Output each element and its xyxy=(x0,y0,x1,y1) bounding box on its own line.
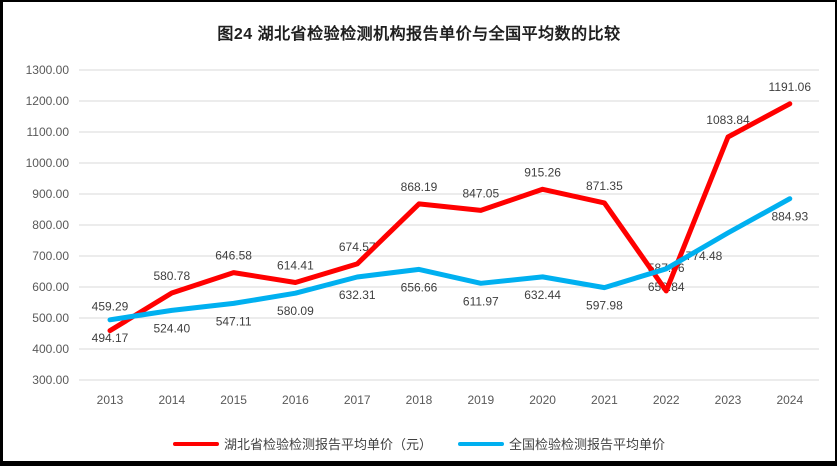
y-axis-tick-label: 1300.00 xyxy=(26,63,70,77)
series-line-hubei xyxy=(107,101,793,334)
data-label-national: 597.98 xyxy=(586,299,623,313)
chart-legend: 湖北省检验检测报告平均单价（元） 全国检验检测报告平均单价 xyxy=(3,434,835,453)
legend-line-swatch-national xyxy=(458,441,504,446)
series-line-national xyxy=(107,196,793,323)
x-axis-tick-label: 2020 xyxy=(529,393,556,407)
data-label-hubei: 868.19 xyxy=(401,180,438,194)
x-axis-tick-label: 2017 xyxy=(344,393,371,407)
x-axis-tick-label: 2021 xyxy=(591,393,618,407)
data-label-national: 632.31 xyxy=(339,288,376,302)
y-axis-tick-label: 500.00 xyxy=(32,311,69,325)
data-label-national: 494.17 xyxy=(92,331,129,345)
data-label-hubei: 1191.06 xyxy=(769,80,812,94)
x-axis-tick-label: 2016 xyxy=(282,393,309,407)
legend-label-hubei: 湖北省检验检测报告平均单价（元） xyxy=(223,437,432,452)
data-label-hubei: 871.35 xyxy=(586,179,623,193)
y-axis-tick-label: 800.00 xyxy=(32,218,69,232)
x-axis-tick-label: 2014 xyxy=(158,393,185,407)
data-label-hubei: 915.26 xyxy=(524,165,561,179)
x-axis-tick-label: 2013 xyxy=(97,393,124,407)
data-label-hubei: 646.58 xyxy=(215,249,252,263)
data-label-hubei: 459.29 xyxy=(92,300,129,314)
y-axis-tick-label: 1200.00 xyxy=(26,94,70,108)
y-axis-tick-label: 600.00 xyxy=(32,280,69,294)
data-label-hubei: 1083.84 xyxy=(706,113,750,127)
y-axis-tick-label: 1000.00 xyxy=(26,156,70,170)
data-label-national: 580.09 xyxy=(277,304,314,318)
y-axis-tick-label: 400.00 xyxy=(32,342,69,356)
data-label-hubei: 614.41 xyxy=(277,259,314,273)
data-label-hubei: 674.57 xyxy=(339,240,376,254)
x-axis-tick-label: 2018 xyxy=(406,393,433,407)
x-axis-tick-label: 2023 xyxy=(715,393,742,407)
x-axis-tick-label: 2019 xyxy=(467,393,494,407)
legend-item-hubei: 湖北省检验检测报告平均单价（元） xyxy=(172,434,432,453)
x-axis-tick-label: 2024 xyxy=(776,393,803,407)
data-label-national: 547.11 xyxy=(216,314,252,328)
legend-label-national: 全国检验检测报告平均单价 xyxy=(509,437,666,452)
data-label-national: 611.97 xyxy=(463,294,499,308)
data-label-hubei: 580.78 xyxy=(153,269,190,283)
legend-line-swatch-hubei xyxy=(172,441,219,446)
y-axis-tick-label: 900.00 xyxy=(32,187,69,201)
y-axis-tick-label: 300.00 xyxy=(32,373,69,387)
data-label-hubei: 847.05 xyxy=(462,186,499,200)
line-chart-plot: 1300.00 1200.00 1100.00 1000.00 900.00 800.00… xyxy=(26,63,819,407)
y-axis-tick-label: 1100.00 xyxy=(27,125,70,139)
data-label-national: 632.44 xyxy=(524,288,561,302)
x-axis-tick-label: 2022 xyxy=(653,393,680,407)
data-label-national: 656.66 xyxy=(401,280,438,294)
chart-title: 图24 湖北省检验检测机构报告单价与全国平均数的比较 xyxy=(217,26,621,43)
x-axis-tick-label: 2015 xyxy=(220,393,247,407)
legend-item-national: 全国检验检测报告平均单价 xyxy=(458,434,665,453)
y-axis-tick-label: 700.00 xyxy=(32,249,69,263)
data-label-national: 884.93 xyxy=(771,210,808,224)
data-label-national: 524.40 xyxy=(153,321,190,335)
